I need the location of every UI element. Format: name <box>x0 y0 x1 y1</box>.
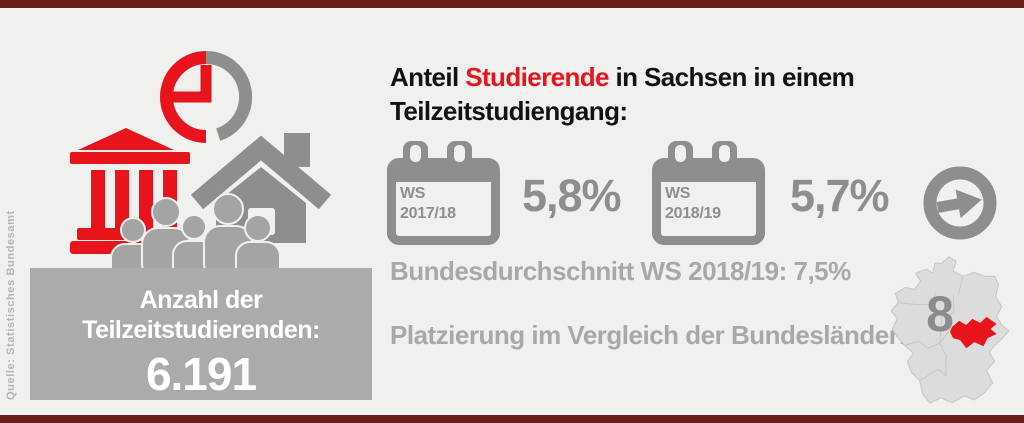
house-icon <box>190 133 332 243</box>
count-box-line1: Anzahl der <box>139 286 263 314</box>
bottom-frame-bar <box>0 415 1024 423</box>
semester-2-label-bottom: 2018/19 <box>665 205 721 222</box>
top-frame-bar <box>0 0 1024 8</box>
rank-number: 8 <box>926 286 954 342</box>
semester-1-value: 5,8% <box>522 170 622 221</box>
title-highlight: Studierende <box>465 62 609 92</box>
arrow-circle-icon[interactable] <box>921 164 999 242</box>
calendar-ring-icon <box>668 141 693 173</box>
calendar-icon-ws-2018-19: WS 2018/19 <box>652 158 765 245</box>
page-title: Anteil Studierende in Sachsen in einem T… <box>390 60 970 128</box>
semester-1-label-top: WS <box>400 185 426 202</box>
clock-icon <box>160 50 253 143</box>
calendar-ring-icon <box>403 141 428 173</box>
semester-2-value: 5,7% <box>790 170 890 221</box>
calendar-icon-ws-2017-18: WS 2017/18 <box>387 158 500 245</box>
title-suffix: in Sachsen in einem <box>608 62 855 92</box>
part-time-count-box: Anzahl der Teilzeitstudierenden: 6.191 <box>30 268 372 400</box>
calendar-ring-icon <box>712 141 737 173</box>
germany-map <box>890 256 1010 404</box>
ranking-label: Platzierung im Vergleich der Bundeslände… <box>390 320 907 350</box>
part-time-study-illustration <box>70 50 332 280</box>
saxony-region <box>950 316 997 349</box>
calendar-ring-icon <box>447 141 472 173</box>
house-body <box>216 167 306 243</box>
part-time-count-value: 6.191 <box>145 348 257 400</box>
semester-1-label-bottom: 2017/18 <box>400 205 456 222</box>
title-line2: Teilzeitstudiengang: <box>390 96 628 126</box>
count-box-line2: Teilzeitstudierenden: <box>82 316 320 344</box>
source-credit: Quelle: Statistisches Bundesamt <box>5 210 17 400</box>
semester-2-label-top: WS <box>665 185 691 202</box>
national-average-text: Bundesdurchschnitt WS 2018/19: 7,5% <box>390 256 851 286</box>
title-prefix: Anteil <box>390 62 466 92</box>
state-borders <box>897 276 964 382</box>
